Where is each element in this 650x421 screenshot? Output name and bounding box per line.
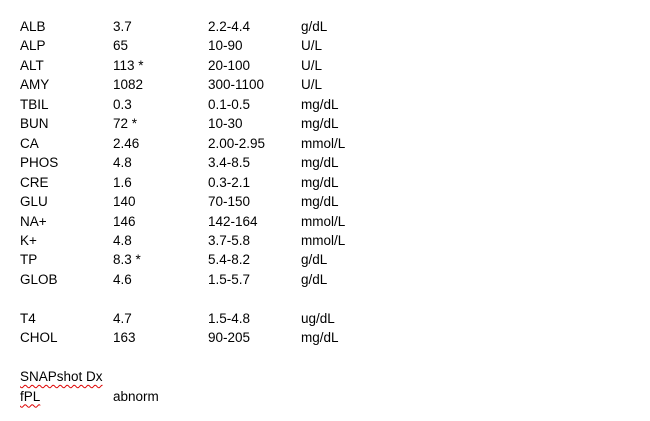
test-value: 4.8 — [113, 232, 132, 248]
test-name: K+ — [20, 232, 37, 248]
section-title: SNAPshot Dx — [20, 369, 103, 385]
test-name: TBIL — [20, 96, 49, 112]
test-value: 113 * — [113, 57, 144, 73]
unit: mg/dL — [301, 194, 339, 210]
unit: mmol/L — [301, 135, 346, 151]
test-value: 4.8 — [113, 155, 132, 171]
reference-range: 5.4-8.2 — [208, 252, 251, 268]
test-value: 1082 — [113, 77, 144, 93]
reference-range: 1.5-4.8 — [208, 310, 251, 326]
test-name: NA+ — [20, 213, 47, 229]
reference-range: 3.4-8.5 — [208, 155, 251, 171]
test-name: CA — [20, 135, 39, 151]
unit: U/L — [301, 38, 323, 54]
test-value: 8.3 * — [113, 252, 141, 268]
unit: ug/dL — [301, 310, 335, 326]
reference-range: 90-205 — [208, 330, 251, 346]
unit: mg/dL — [301, 174, 339, 190]
test-value: 1.6 — [113, 174, 132, 190]
test-value: 0.3 — [113, 96, 132, 112]
test-name: GLOB — [20, 271, 58, 287]
test-name: CHOL — [20, 330, 58, 346]
unit: g/dL — [301, 271, 328, 287]
reference-range: 0.1-0.5 — [208, 96, 251, 112]
test-value: 140 — [113, 194, 136, 210]
test-name: fPL — [20, 388, 41, 404]
reference-range: 2.00-2.95 — [208, 135, 266, 151]
unit: mmol/L — [301, 232, 346, 248]
test-value: 4.6 — [113, 271, 132, 287]
test-name: ALT — [20, 57, 44, 73]
unit: g/dL — [301, 252, 328, 268]
unit: mg/dL — [301, 155, 339, 171]
unit: U/L — [301, 77, 323, 93]
reference-range: 20-100 — [208, 57, 251, 73]
unit: mg/dL — [301, 116, 339, 132]
unit: U/L — [301, 57, 323, 73]
test-name: BUN — [20, 116, 49, 132]
reference-range: 70-150 — [208, 194, 251, 210]
test-name: GLU — [20, 194, 48, 210]
test-name: AMY — [20, 77, 50, 93]
unit: mmol/L — [301, 213, 346, 229]
reference-range: 0.3-2.1 — [208, 174, 251, 190]
test-name: T4 — [20, 310, 36, 326]
test-name: CRE — [20, 174, 49, 190]
test-value: 4.7 — [113, 310, 132, 326]
test-name: ALP — [20, 38, 46, 54]
test-name: ALB — [20, 19, 46, 34]
reference-range: 10-30 — [208, 116, 243, 132]
test-value: 3.7 — [113, 19, 132, 34]
test-value: 2.46 — [113, 135, 140, 151]
reference-range: 2.2-4.4 — [208, 19, 251, 34]
test-value: 163 — [113, 330, 136, 346]
reference-range: 300-1100 — [208, 77, 265, 93]
unit: mg/dL — [301, 330, 339, 346]
unit: g/dL — [301, 19, 328, 34]
unit: mg/dL — [301, 96, 339, 112]
test-value: abnorm — [113, 388, 159, 404]
test-name: PHOS — [20, 155, 59, 171]
test-name: TP — [20, 252, 38, 268]
reference-range: 142-164 — [208, 213, 258, 229]
reference-range: 1.5-5.7 — [208, 271, 251, 287]
test-value: 65 — [113, 38, 129, 54]
test-value: 72 * — [113, 116, 138, 132]
reference-range: 3.7-5.8 — [208, 232, 251, 248]
test-value: 146 — [113, 213, 136, 229]
reference-range: 10-90 — [208, 38, 243, 54]
